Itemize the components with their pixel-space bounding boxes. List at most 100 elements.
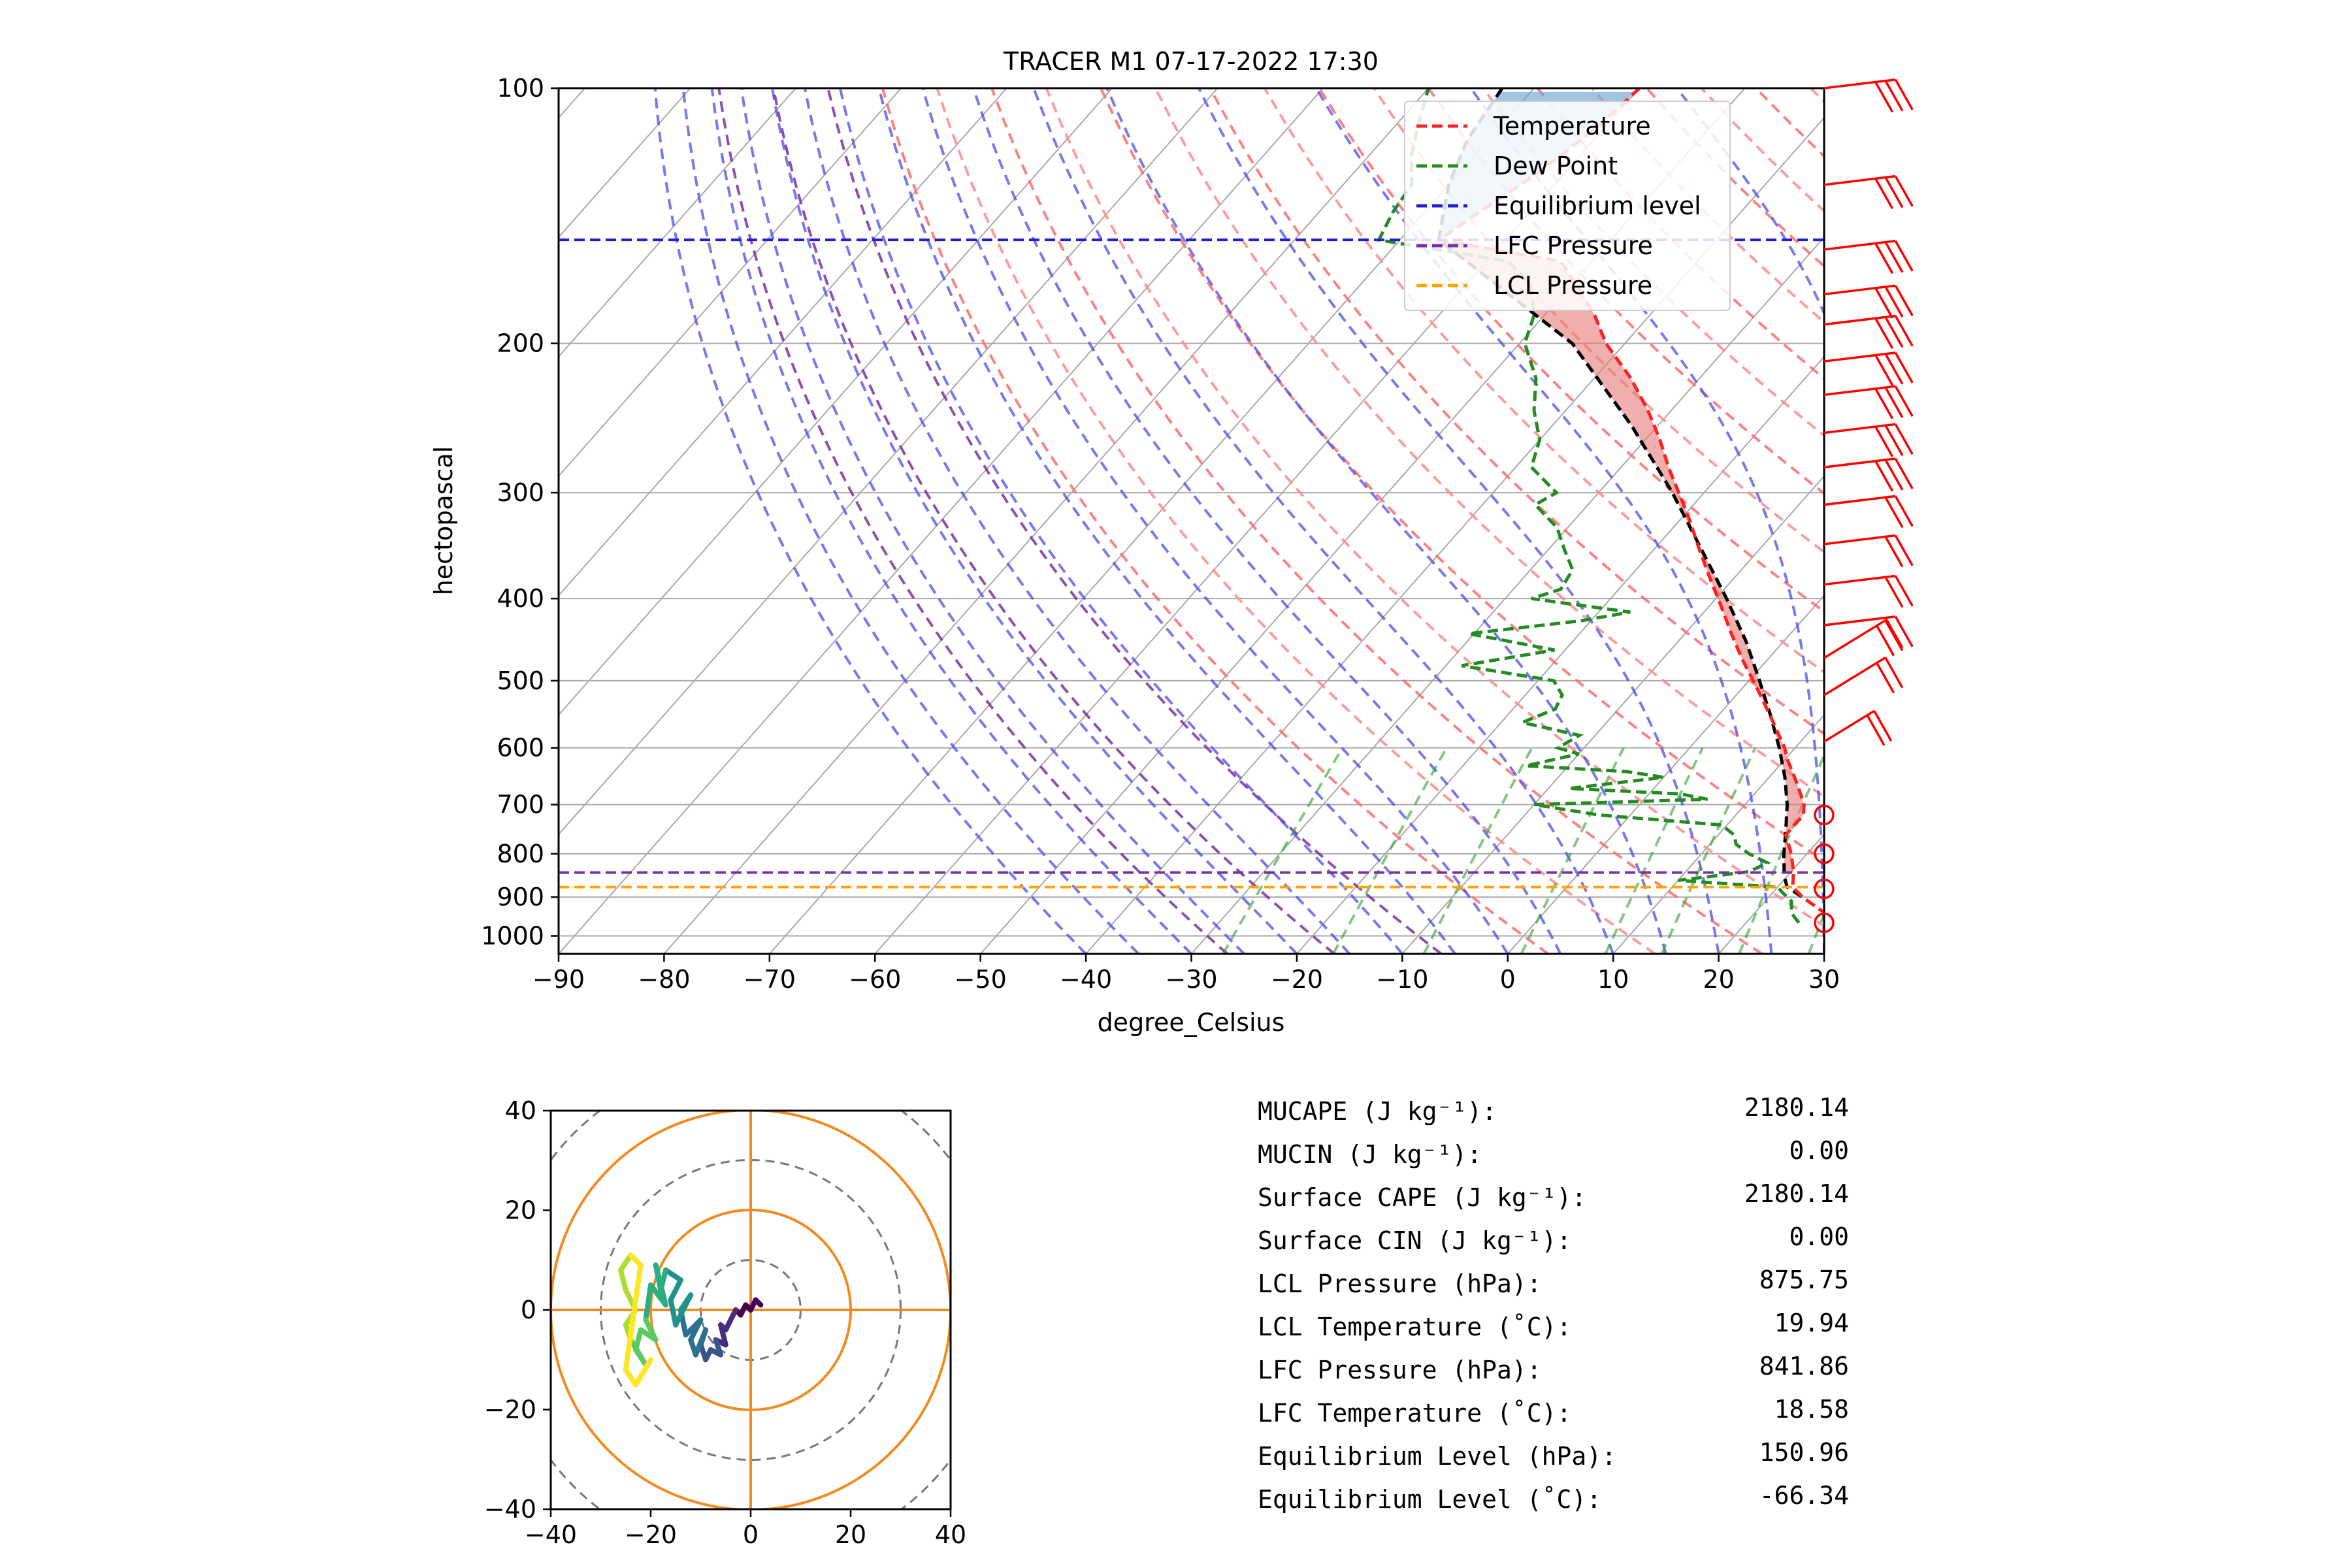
hodograph-segment [643, 1282, 653, 1323]
wind-barbs [1814, 78, 1914, 934]
legend-label: Equilibrium level [1494, 191, 1701, 220]
hodograph-x-tick-label: 40 [935, 1520, 966, 1549]
moist-adiabat [1198, 88, 1720, 954]
stat-value: 2180.14 [1744, 1093, 1849, 1122]
y-tick-label: 700 [497, 791, 544, 819]
mixing-ratio-line [1660, 747, 1757, 954]
y-tick-label: 800 [497, 840, 544, 868]
moist-adiabat [1916, 88, 1972, 954]
isotherm [0, 88, 57, 954]
dry-adiabat [1427, 88, 1824, 495]
moist-adiabat [804, 88, 1351, 954]
isotherm [0, 88, 163, 954]
moist-adiabat [710, 88, 1192, 954]
wind-barb [1823, 314, 1896, 326]
hodograph-segment [648, 1282, 668, 1308]
stats-table: MUCAPE (J kg⁻¹): 2180.14 MUCIN (J kg⁻¹): 0.… [1258, 1093, 1849, 1514]
isotherm [0, 88, 269, 954]
y-tick-label: 400 [497, 584, 544, 613]
dry-adiabat [990, 88, 1763, 954]
stat-label: Equilibrium Level (˚C): [1258, 1485, 1601, 1514]
calm-wind-circle [1814, 912, 1835, 934]
calm-wind-circle [1814, 878, 1835, 900]
mixing-ratio-line [1222, 747, 1344, 954]
moist-adiabat [653, 88, 1087, 954]
hodograph-y-tick-label: −20 [484, 1396, 536, 1424]
dry-adiabat [1865, 88, 2352, 954]
mixing-ratio-line [1738, 752, 1824, 954]
legend-box [1404, 101, 1731, 311]
hodograph-y-tick-label: 20 [505, 1196, 536, 1225]
isotherm [0, 88, 480, 954]
isotherm [559, 88, 585, 119]
moist-adiabat [877, 88, 1456, 954]
isotherm [559, 88, 1218, 836]
x-tick-label: −30 [1165, 965, 1217, 994]
stat-value: 0.00 [1789, 1136, 1849, 1165]
stat-value: 875.75 [1759, 1266, 1849, 1294]
moist-adiabat [1032, 88, 1615, 954]
isotherm [1929, 88, 2352, 954]
moist-adiabat [740, 88, 1245, 954]
y-tick-label: 1000 [481, 922, 544, 951]
x-tick-label: 30 [1808, 965, 1840, 994]
isotherm [0, 88, 374, 954]
chart-title: TRACER M1 07-17-2022 17:30 [1003, 47, 1379, 76]
hodograph-x-tick-label: −40 [525, 1520, 577, 1549]
isotherm [1401, 475, 1824, 954]
skewt-background-lines [0, 88, 2352, 954]
legend-label: Temperature [1493, 112, 1651, 140]
dry-adiabat [881, 88, 1549, 954]
stat-label: LCL Pressure (hPa): [1258, 1269, 1542, 1298]
x-tick-label: −20 [1271, 965, 1323, 994]
dry-adiabat [1646, 88, 1824, 269]
stat-label: LFC Temperature (˚C): [1258, 1399, 1571, 1428]
moist-adiabat [838, 88, 1403, 954]
hodograph-segment [653, 1262, 668, 1308]
stat-label: LCL Temperature (˚C): [1258, 1313, 1571, 1341]
dewpoint-line [1376, 88, 1801, 924]
stat-label: Surface CAPE (J kg⁻¹): [1258, 1183, 1586, 1212]
stat-value: 841.86 [1759, 1352, 1849, 1380]
mixing-ratio-line [1604, 747, 1704, 954]
hodograph-segment [688, 1337, 698, 1358]
hodograph-segment [618, 1252, 634, 1273]
hodograph-segment [693, 1327, 709, 1358]
hodograph-x-tick-label: 0 [743, 1520, 759, 1549]
isotherm [1612, 713, 1824, 954]
dry-adiabat [1373, 88, 1824, 554]
calm-wind-circle [1814, 804, 1835, 826]
isotherm [1718, 833, 1824, 954]
x-axis-label: degree_Celsius [1098, 1008, 1285, 1037]
wind-barb [1823, 495, 1896, 506]
hodograph-segment [662, 1267, 683, 1283]
stat-value: 0.00 [1789, 1222, 1849, 1251]
dry-adiabat [1045, 88, 1824, 928]
dry-adiabat [772, 88, 1335, 954]
hodograph-segment [638, 1327, 659, 1343]
hodograph-segment [618, 1267, 629, 1293]
hodograph-segment [623, 1262, 644, 1373]
hodograph-segment [683, 1317, 704, 1338]
mixing-ratio-line [1520, 747, 1625, 954]
isotherm [1823, 953, 1824, 954]
stat-value: 150.96 [1759, 1438, 1849, 1467]
isotherm [559, 88, 691, 238]
legend-label: LFC Pressure [1494, 231, 1653, 260]
hodograph-y-tick-label: −40 [484, 1495, 536, 1524]
hodograph-x-tick-label: 20 [835, 1520, 866, 1549]
isotherm [1296, 355, 1824, 954]
isotherm [559, 88, 796, 358]
stat-label: MUCAPE (J kg⁻¹): [1258, 1097, 1497, 1126]
dry-adiabat [1755, 88, 1824, 158]
stat-label: MUCIN (J kg⁻¹): [1258, 1140, 1482, 1169]
isotherm [1190, 236, 1824, 954]
x-tick-label: −80 [638, 965, 690, 994]
wind-barb [1823, 423, 1896, 434]
isotherm [559, 88, 1324, 954]
hodograph-segment [673, 1292, 694, 1328]
wind-barb [1823, 619, 1886, 659]
y-tick-label: 300 [497, 478, 544, 507]
moist-adiabat [1315, 88, 1773, 954]
